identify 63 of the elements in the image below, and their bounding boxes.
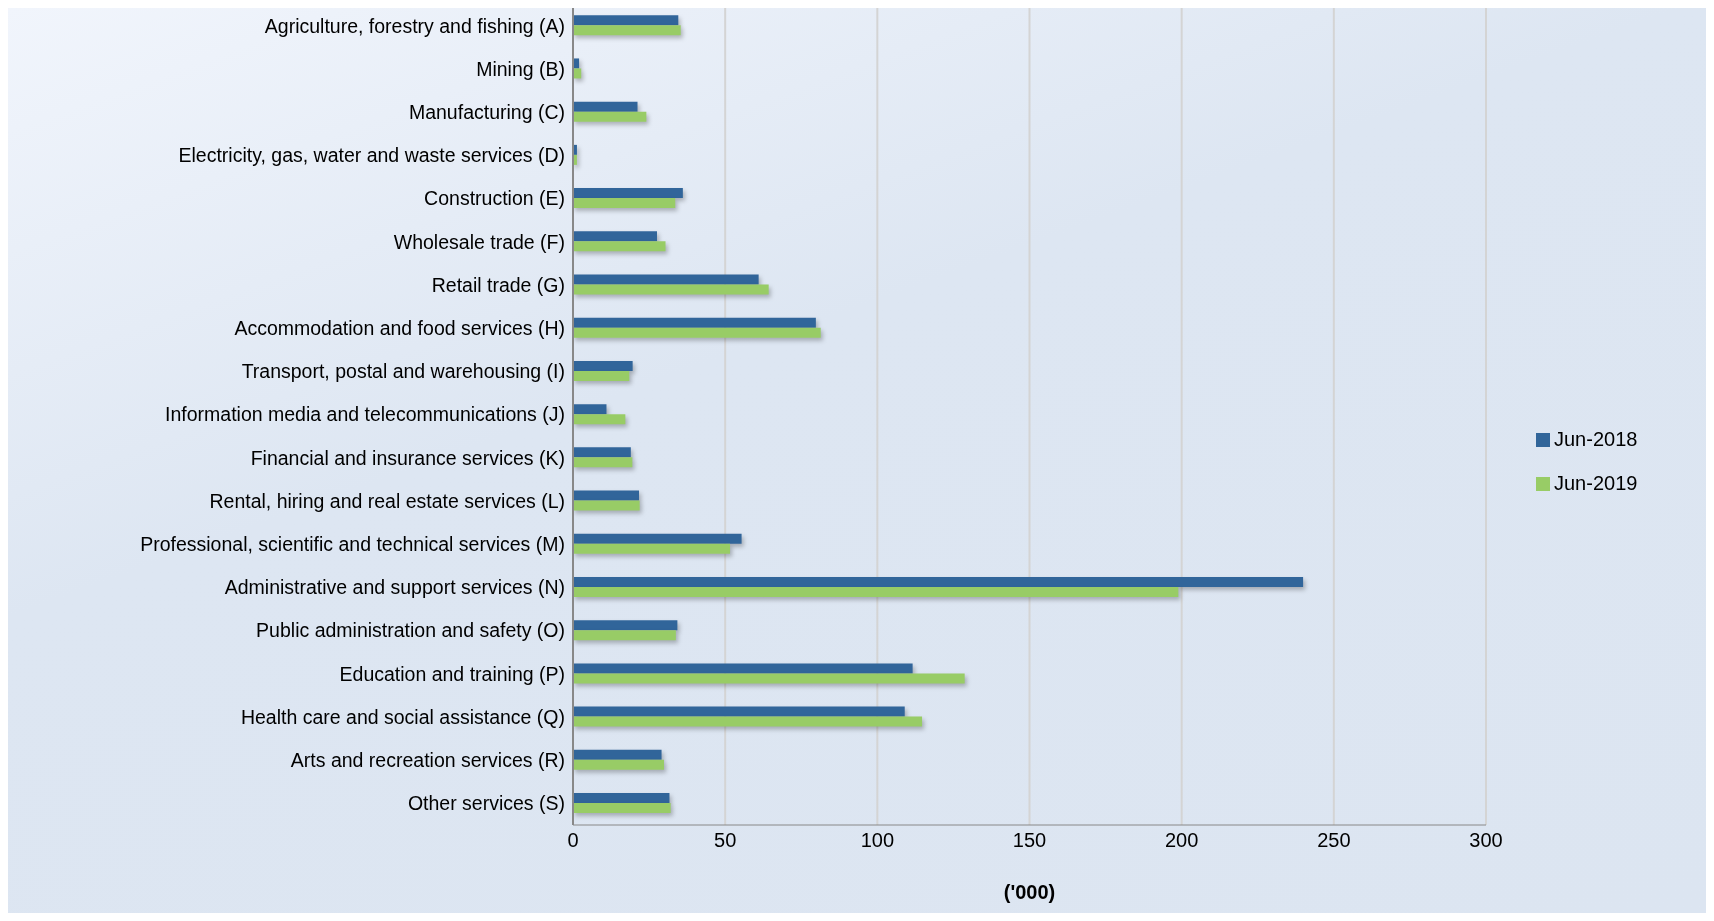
bar bbox=[573, 231, 657, 242]
legend-label: Jun-2019 bbox=[1554, 471, 1638, 494]
y-tick-label: Public administration and safety (O) bbox=[256, 619, 565, 642]
x-tick-label: 150 bbox=[1012, 829, 1047, 852]
y-tick-label: Information media and telecommunications (J) bbox=[165, 403, 565, 426]
x-tick-label: 0 bbox=[567, 829, 579, 852]
y-tick-label: Retail trade (G) bbox=[431, 273, 565, 296]
bar bbox=[573, 414, 626, 425]
bar bbox=[573, 586, 1179, 597]
y-tick-label: Agriculture, forestry and fishing (A) bbox=[264, 14, 565, 37]
bar bbox=[573, 188, 683, 199]
bar bbox=[573, 749, 662, 760]
x-tick-label: 100 bbox=[860, 829, 895, 852]
bar bbox=[573, 500, 640, 511]
y-tick-label: Professional, scientific and technical services (M) bbox=[140, 533, 565, 556]
bar bbox=[573, 274, 759, 285]
x-tick-label: 50 bbox=[714, 829, 737, 852]
bar bbox=[573, 706, 905, 717]
y-tick-label: Health care and social assistance (Q) bbox=[240, 705, 565, 728]
x-tick-label: 250 bbox=[1317, 829, 1351, 852]
bar bbox=[573, 663, 913, 674]
y-tick-label: Manufacturing (C) bbox=[408, 100, 565, 123]
y-tick-label: Transport, postal and warehousing (I) bbox=[241, 360, 565, 383]
bar bbox=[573, 404, 607, 415]
y-tick-label: Arts and recreation services (R) bbox=[290, 749, 565, 772]
y-tick-label: Financial and insurance services (K) bbox=[250, 446, 565, 469]
x-tick-label: 200 bbox=[1164, 829, 1199, 852]
bar bbox=[573, 803, 671, 814]
bar bbox=[573, 543, 731, 554]
bar bbox=[573, 198, 676, 209]
bar bbox=[573, 317, 816, 328]
x-tick-label: 300 bbox=[1469, 829, 1503, 852]
y-tick-label: Administrative and support services (N) bbox=[224, 576, 565, 599]
bar bbox=[573, 284, 769, 295]
y-tick-label: Electricity, gas, water and waste services (D) bbox=[178, 144, 565, 167]
x-axis-title: ('000) bbox=[1003, 881, 1056, 903]
bar bbox=[573, 576, 1304, 587]
bar bbox=[573, 370, 630, 381]
bar bbox=[573, 620, 678, 631]
y-tick-label: Wholesale trade (F) bbox=[393, 230, 565, 253]
bar bbox=[573, 111, 647, 122]
bar bbox=[573, 241, 666, 252]
bar bbox=[573, 793, 670, 804]
bar bbox=[573, 716, 923, 727]
legend-label: Jun-2018 bbox=[1554, 427, 1638, 450]
y-tick-label: Construction (E) bbox=[424, 187, 565, 210]
bar bbox=[573, 759, 664, 770]
bar bbox=[573, 673, 965, 684]
bar bbox=[573, 360, 633, 371]
bar bbox=[573, 630, 676, 641]
bar bbox=[573, 457, 633, 468]
bar bbox=[573, 25, 681, 36]
bar bbox=[573, 327, 821, 338]
y-tick-label: Rental, hiring and real estate services (L) bbox=[209, 489, 565, 512]
y-tick-label: Mining (B) bbox=[476, 57, 565, 80]
bar bbox=[573, 490, 640, 501]
y-tick-label: Accommodation and food services (H) bbox=[234, 317, 565, 339]
y-tick-label: Education and training (P) bbox=[339, 662, 565, 685]
bar bbox=[573, 15, 679, 26]
y-tick-label: Other services (S) bbox=[407, 792, 565, 815]
bar bbox=[573, 447, 631, 458]
bar bbox=[573, 101, 638, 112]
bar bbox=[573, 533, 742, 544]
